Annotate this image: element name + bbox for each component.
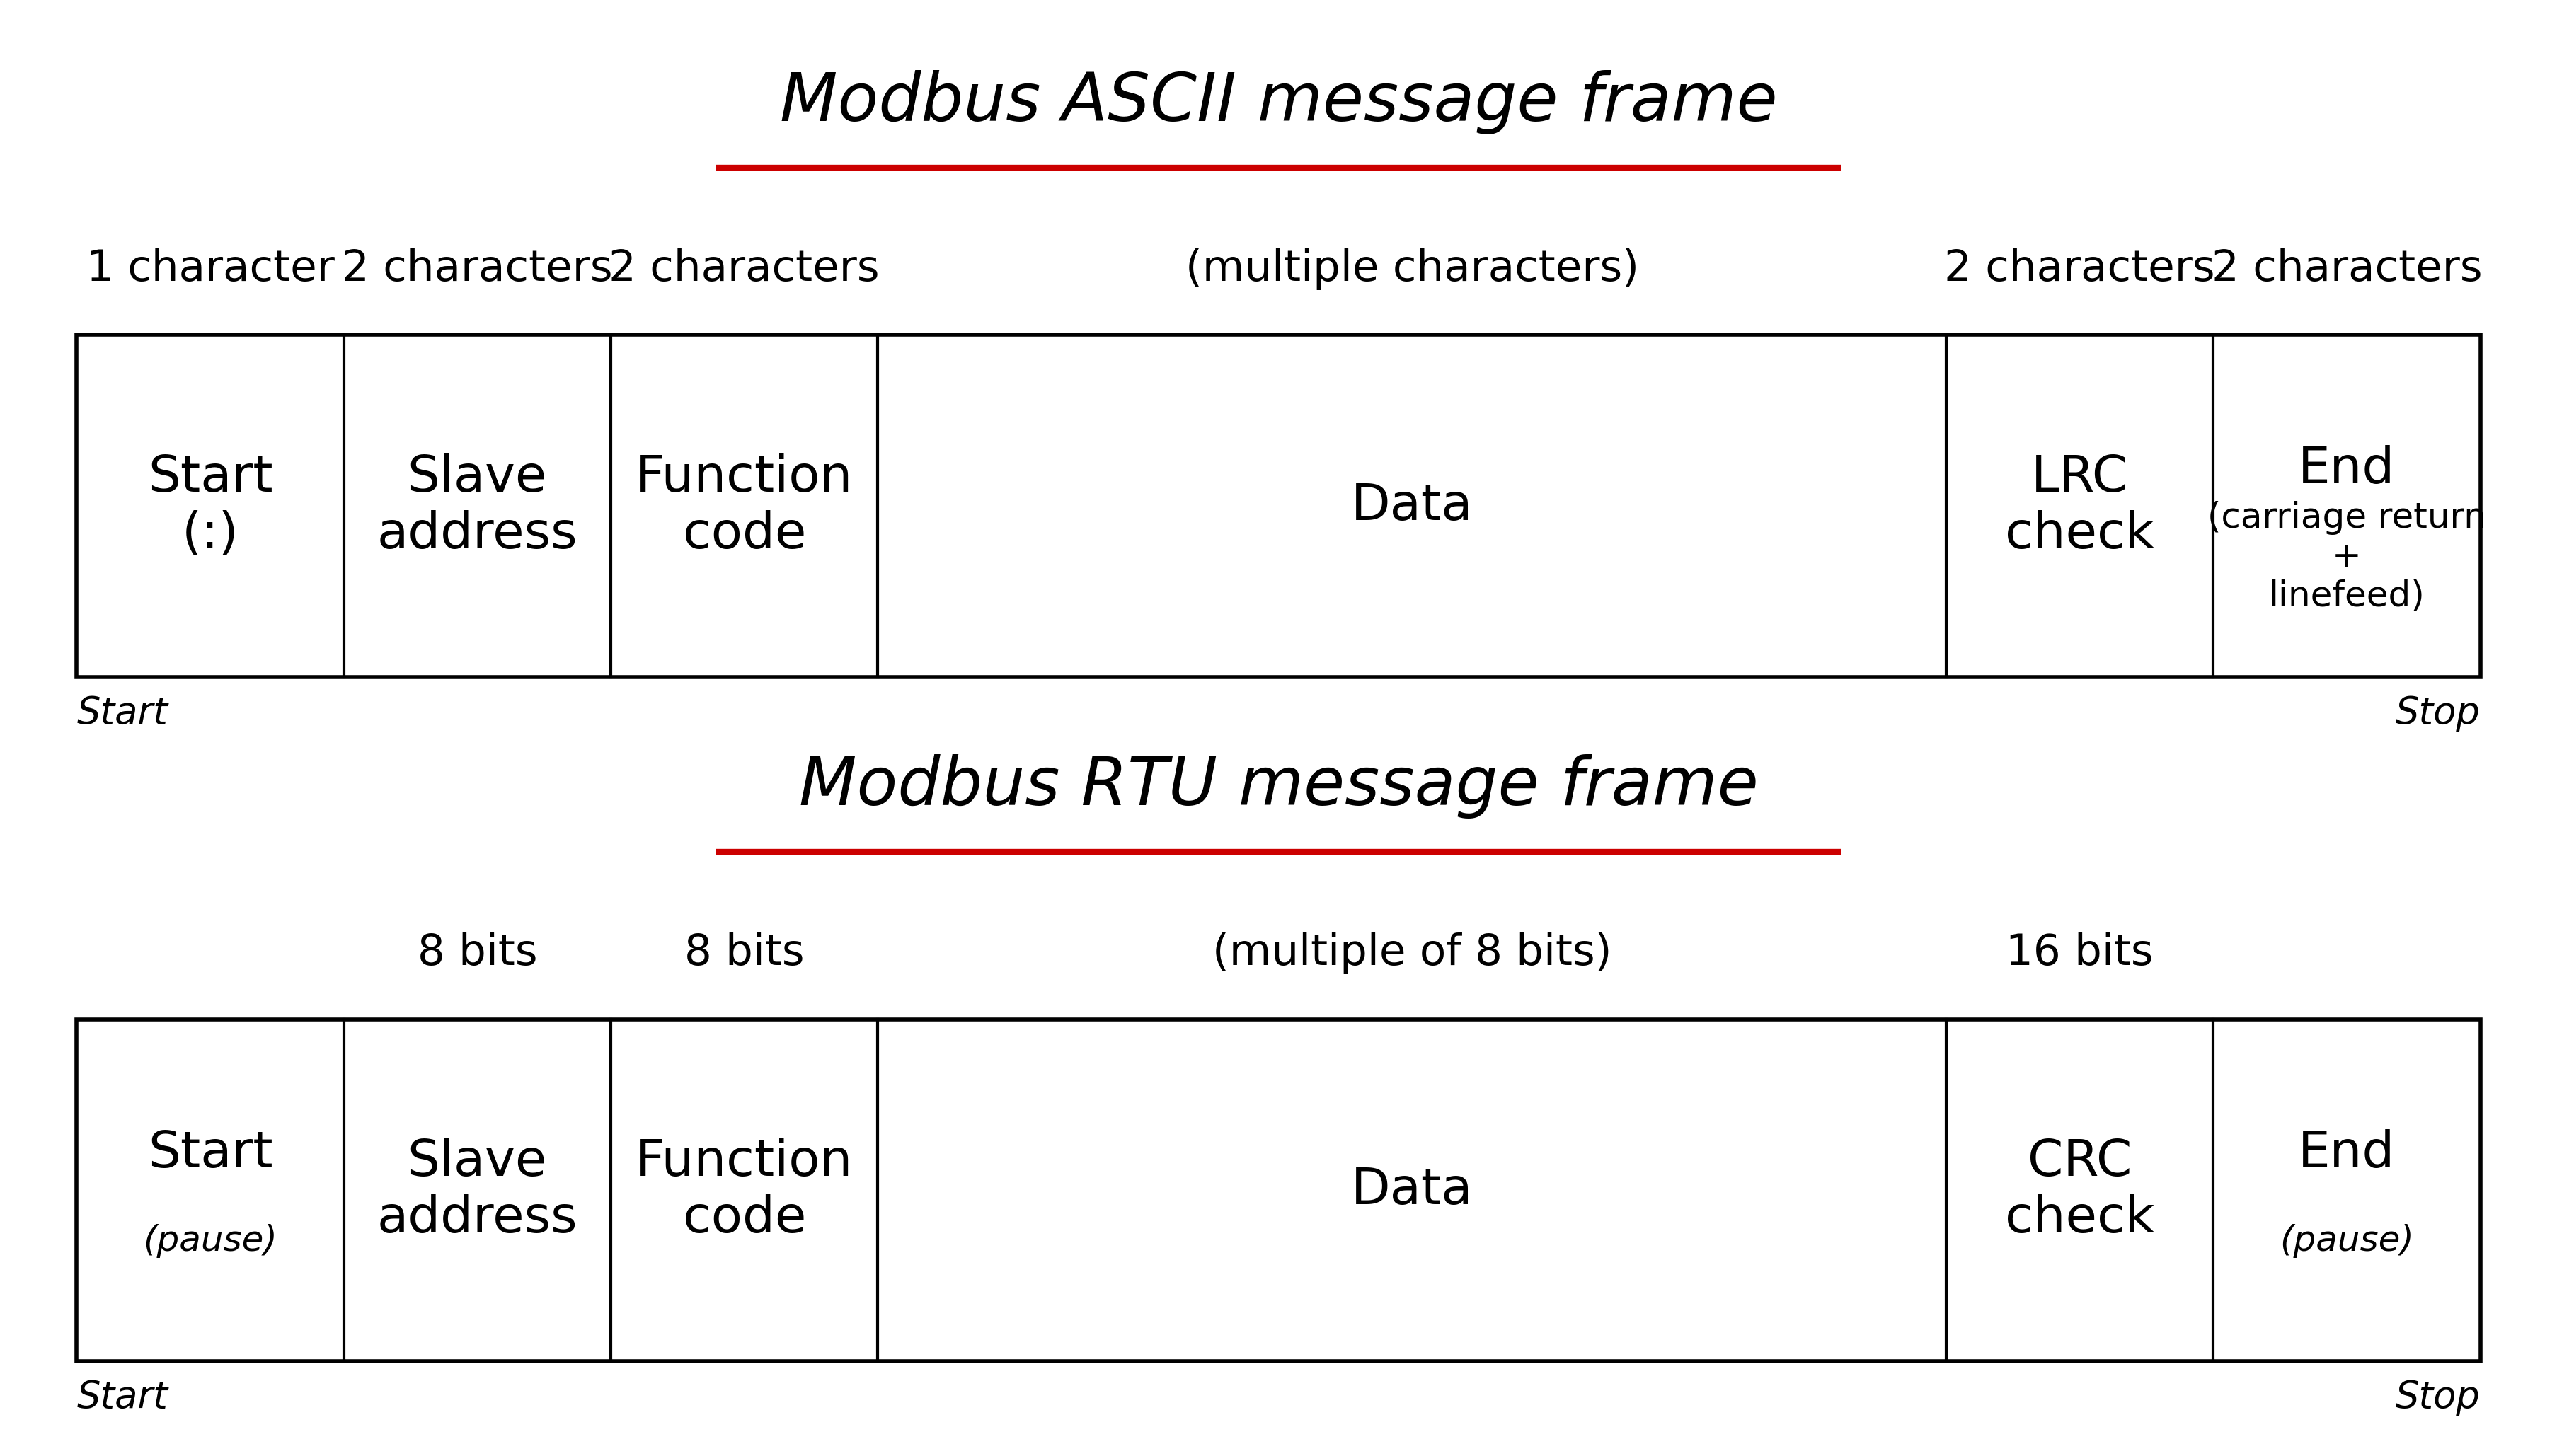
Text: Modbus ASCII message frame: Modbus ASCII message frame [780,70,1777,134]
Text: 1 character: 1 character [87,249,335,290]
Text: End: End [2299,1130,2396,1178]
Text: 8 bits: 8 bits [685,933,805,974]
Text: Start: Start [148,1130,274,1178]
Text: Stop: Stop [2396,695,2480,731]
Text: LRC
check: LRC check [2005,453,2156,559]
Text: (multiple of 8 bits): (multiple of 8 bits) [1212,933,1611,974]
Text: 8 bits: 8 bits [417,933,537,974]
Text: Slave
address: Slave address [376,1137,578,1243]
Text: 2 characters: 2 characters [609,249,880,290]
Text: (pause): (pause) [2281,1224,2414,1258]
Text: (multiple characters): (multiple characters) [1186,249,1639,290]
Bar [77,1019,2480,1361]
Text: Function
code: Function code [637,1137,854,1243]
Bar [77,335,2480,677]
Text: Start: Start [77,1379,169,1415]
Text: Data: Data [1350,1166,1473,1214]
Text: Slave
address: Slave address [376,453,578,559]
Text: End: End [2299,446,2396,494]
Text: Start
(:): Start (:) [148,453,274,559]
Text: 2 characters: 2 characters [2212,249,2483,290]
Text: CRC
check: CRC check [2005,1137,2156,1243]
Text: Stop: Stop [2396,1379,2480,1415]
Text: (pause): (pause) [143,1224,276,1258]
Text: 2 characters: 2 characters [1943,249,2214,290]
Text: Modbus RTU message frame: Modbus RTU message frame [798,754,1759,818]
Text: Data: Data [1350,482,1473,530]
Text: 16 bits: 16 bits [2005,933,2153,974]
Text: Start: Start [77,695,169,731]
Text: 2 characters: 2 characters [343,249,614,290]
Text: Function
code: Function code [637,453,854,559]
Text: (carriage return
+
linefeed): (carriage return + linefeed) [2207,501,2485,613]
